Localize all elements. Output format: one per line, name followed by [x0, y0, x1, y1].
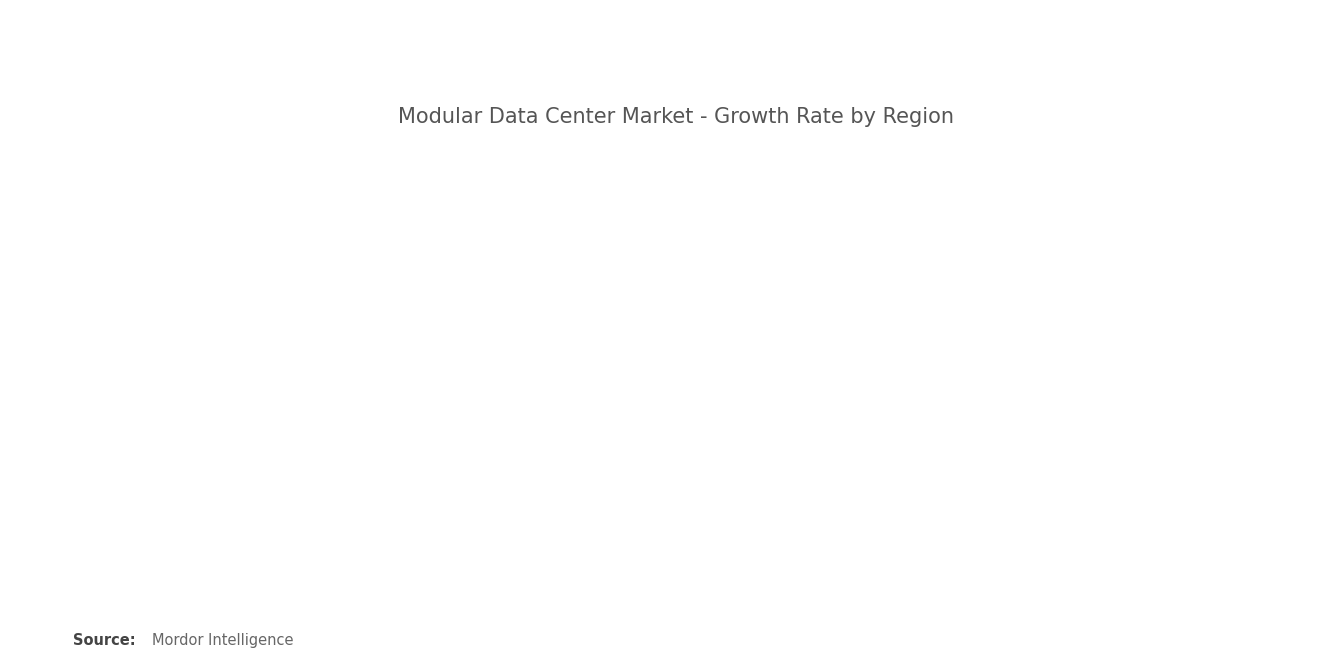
Text: Modular Data Center Market - Growth Rate by Region: Modular Data Center Market - Growth Rate…	[399, 107, 954, 127]
Text: Source:: Source:	[73, 633, 135, 648]
Text: Mordor Intelligence: Mordor Intelligence	[152, 633, 293, 648]
